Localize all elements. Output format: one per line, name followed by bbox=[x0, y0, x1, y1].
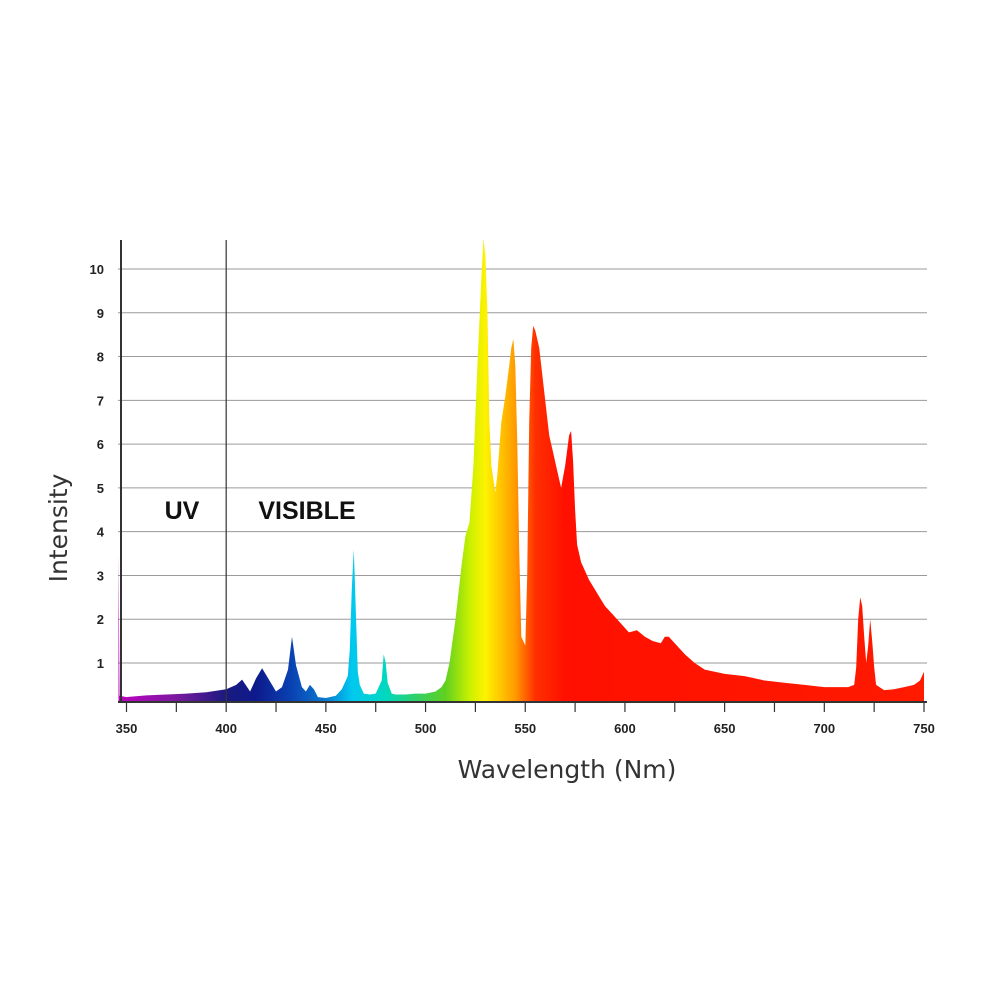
y-tick-label-4: 4 bbox=[97, 525, 105, 540]
x-tick-labels: 350 400 450 500 550 600 650 700 750 bbox=[116, 721, 935, 736]
y-tick-label-1: 1 bbox=[97, 656, 104, 671]
x-tick-label-350: 350 bbox=[116, 721, 138, 736]
x-tick-label-700: 700 bbox=[813, 721, 835, 736]
gridlines bbox=[118, 268, 927, 664]
x-tick-label-600: 600 bbox=[614, 721, 636, 736]
y-tick-label-2: 2 bbox=[97, 612, 104, 627]
x-tick-label-500: 500 bbox=[415, 721, 437, 736]
y-tick-label-5: 5 bbox=[97, 481, 104, 496]
y-tick-labels: 1 2 3 4 5 6 7 8 9 10 bbox=[90, 262, 105, 671]
y-tick-label-7: 7 bbox=[97, 393, 104, 408]
x-tick-label-750: 750 bbox=[913, 721, 935, 736]
x-tick-label-650: 650 bbox=[714, 721, 736, 736]
axes bbox=[118, 240, 927, 712]
annotation-uv: UV bbox=[165, 497, 200, 525]
y-tick-label-9: 9 bbox=[97, 306, 104, 321]
y-axis-title: Intensity bbox=[44, 473, 73, 582]
annotation-visible: VISIBLE bbox=[258, 497, 355, 525]
y-tick-label-6: 6 bbox=[97, 437, 104, 452]
y-tick-label-3: 3 bbox=[97, 568, 104, 583]
x-axis-title: Wavelength (Nm) bbox=[458, 755, 677, 784]
x-tick-label-450: 450 bbox=[315, 721, 337, 736]
series-area-layer bbox=[118, 238, 924, 702]
x-tick-label-550: 550 bbox=[514, 721, 536, 736]
series-area-0 bbox=[118, 238, 924, 702]
x-tick-label-400: 400 bbox=[215, 721, 237, 736]
y-tick-label-8: 8 bbox=[97, 350, 104, 365]
y-tick-label-10: 10 bbox=[90, 262, 104, 277]
